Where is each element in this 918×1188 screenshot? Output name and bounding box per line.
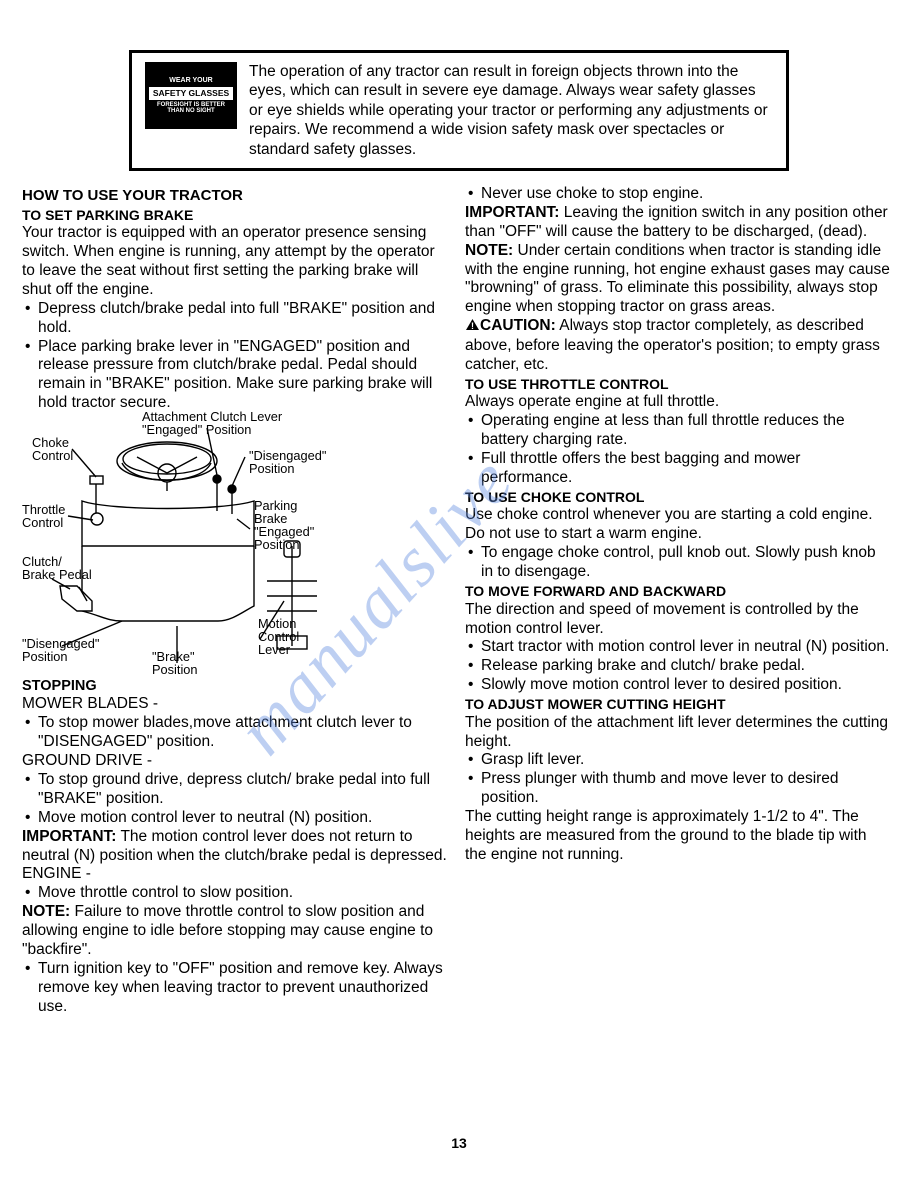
list-item: To engage choke control, pull knob out. … [465, 544, 890, 582]
move-heading: TO MOVE FORWARD AND BACK­WARD [465, 583, 890, 601]
safety-warning-box: WEAR YOUR SAFETY GLASSES FORESIGHT IS BE… [129, 50, 789, 171]
engine-list-1: Move throttle control to slow position. [22, 884, 447, 903]
list-item: Never use choke to stop engine. [465, 185, 890, 204]
engine-list-2: Turn ignition key to "OFF" position and … [22, 960, 447, 1017]
engine-label: ENGINE - [22, 865, 447, 884]
adjust-range: The cutting height range is approxi­mate… [465, 808, 890, 865]
list-item: Press plunger with thumb and move lever … [465, 770, 890, 808]
parking-brake-intro: Your tractor is equipped with an operato… [22, 224, 447, 300]
list-item: Start tractor with motion control lever … [465, 638, 890, 657]
label-clutch-b: Brake Pedal [22, 569, 92, 582]
caution-stop: !CAUTION: Always stop tractor completely… [465, 317, 890, 375]
move-list: Start tractor with motion control lever … [465, 638, 890, 695]
page-number: 13 [451, 1135, 467, 1153]
list-item: Move throttle control to slow position. [22, 884, 447, 903]
safety-glasses-icon: WEAR YOUR SAFETY GLASSES FORESIGHT IS BE… [145, 62, 237, 129]
note-browning: NOTE: Under certain conditions when trac… [465, 242, 890, 318]
how-to-use-heading: HOW TO USE YOUR TRACTOR [22, 187, 447, 206]
stopping-heading: STOPPING [22, 677, 447, 695]
choke-list: To engage choke control, pull knob out. … [465, 544, 890, 582]
mower-blades-list: To stop mower blades,move attach­ment cl… [22, 714, 447, 752]
icon-bot-text: FORESIGHT IS BETTER THAN NO SIGHT [148, 102, 234, 114]
adjust-height-heading: TO ADJUST MOWER CUTTING HEIGHT [465, 696, 890, 714]
label-throttle-b: Control [22, 517, 63, 530]
note-label: NOTE: [22, 903, 70, 920]
tractor-controls-diagram: Attachment Clutch Lever "Engaged" Positi… [22, 411, 346, 675]
choke-heading: TO USE CHOKE CONTROL [465, 489, 890, 507]
throttle-heading: TO USE THROTTLE CONTROL [465, 376, 890, 394]
label-brake-b: Position [152, 664, 198, 677]
left-column: HOW TO USE YOUR TRACTOR TO SET PARKING B… [22, 185, 447, 1017]
list-item: Release parking brake and clutch/ brake … [465, 657, 890, 676]
parking-brake-list: Depress clutch/brake pedal into full "BR… [22, 300, 447, 413]
icon-top-text: WEAR YOUR [169, 77, 212, 85]
label-parking-d: Position [254, 539, 300, 552]
list-item: Place parking brake lever in "EN­GAGED" … [22, 338, 447, 414]
ground-drive-list: To stop ground drive, depress clutch/ br… [22, 771, 447, 828]
throttle-intro: Always operate engine at full throttle. [465, 393, 890, 412]
list-item: Depress clutch/brake pedal into full "BR… [22, 300, 447, 338]
label-choke-b: Control [32, 450, 73, 463]
never-choke-list: Never use choke to stop engine. [465, 185, 890, 204]
important-ignition: IMPORTANT: Leaving the ignition switch i… [465, 204, 890, 242]
content-columns: HOW TO USE YOUR TRACTOR TO SET PARKING B… [22, 185, 890, 1017]
list-item: Slowly move motion control lever to desi… [465, 676, 890, 695]
icon-mid-text: SAFETY GLASSES [149, 87, 233, 100]
note-text: Failure to move throttle control to slow… [22, 903, 433, 958]
ground-drive-label: GROUND DRIVE - [22, 752, 447, 771]
important-motion: IMPORTANT: The motion control lever does… [22, 828, 447, 866]
label-disengaged-rb: Position [249, 463, 295, 476]
label-motion-c: Lever [258, 644, 290, 657]
adjust-list: Grasp lift lever. Press plunger with thu… [465, 751, 890, 808]
move-intro: The direction and speed of movement is c… [465, 601, 890, 639]
throttle-list: Operating engine at less than full throt… [465, 412, 890, 488]
list-item: Move motion control lever to neutral (N)… [22, 809, 447, 828]
label-engaged-pos: "Engaged" Position [142, 424, 251, 437]
right-column: Never use choke to stop engine. IMPORTAN… [465, 185, 890, 1017]
list-item: Grasp lift lever. [465, 751, 890, 770]
adjust-intro: The position of the attachment lift leve… [465, 714, 890, 752]
list-item: To stop mower blades,move attach­ment cl… [22, 714, 447, 752]
mower-blades-label: MOWER BLADES - [22, 695, 447, 714]
list-item: Full throttle offers the best bagging an… [465, 450, 890, 488]
note-backfire: NOTE: Failure to move throttle control t… [22, 903, 447, 960]
note-text: Under certain conditions when tractor is… [465, 242, 890, 316]
important-label: IMPORTANT: [22, 828, 116, 845]
parking-brake-heading: TO SET PARKING BRAKE [22, 207, 447, 225]
caution-label: CAUTION: [480, 317, 556, 334]
choke-intro: Use choke control whenever you are start… [465, 506, 890, 544]
svg-text:!: ! [471, 321, 474, 331]
list-item: To stop ground drive, depress clutch/ br… [22, 771, 447, 809]
safety-warning-text: The operation of any tractor can result … [249, 62, 773, 159]
list-item: Turn ignition key to "OFF" position and … [22, 960, 447, 1017]
label-disengaged-lb: Position [22, 651, 68, 664]
caution-triangle-icon: ! [465, 318, 480, 337]
list-item: Operating engine at less than full throt… [465, 412, 890, 450]
note-label: NOTE: [465, 242, 513, 259]
important-label: IMPORTANT: [465, 204, 559, 221]
